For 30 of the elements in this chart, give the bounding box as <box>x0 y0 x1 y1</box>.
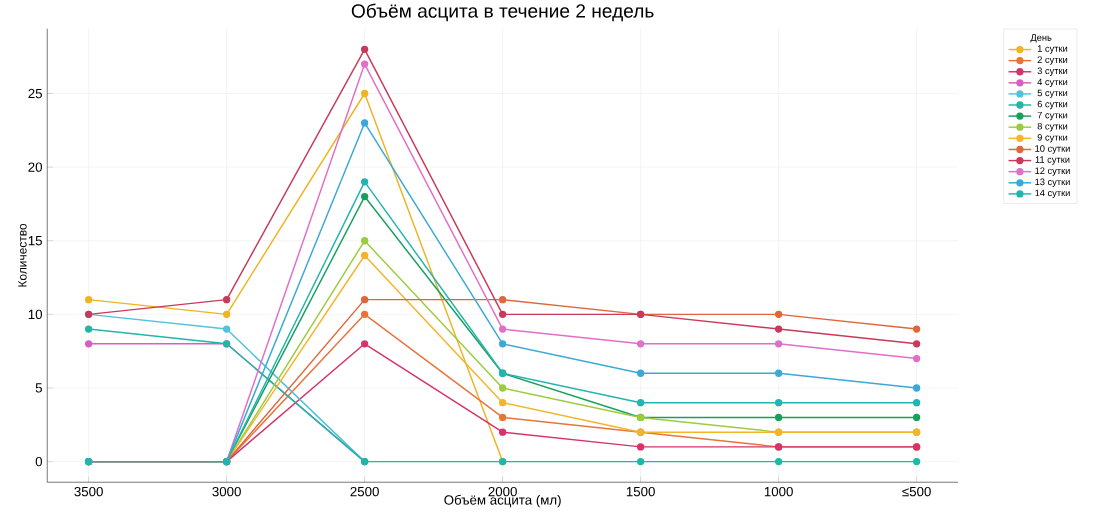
y-tick-label: 15 <box>28 236 42 246</box>
y-tick-label: 10 <box>28 309 43 320</box>
legend-label: 2 сутки <box>1037 56 1068 65</box>
legend-label: 10 сутки <box>1035 145 1070 154</box>
legend-label: 9 сутки <box>1037 134 1068 143</box>
legend-label: 5 сутки <box>1037 89 1068 99</box>
x-tick-label: 2500 <box>350 486 379 497</box>
y-tick-label: 20 <box>28 162 43 172</box>
x-tick-label: 3500 <box>74 486 103 497</box>
y-axis-title: Количество <box>18 223 27 287</box>
y-tick-label: 5 <box>35 383 42 393</box>
legend-label: 13 сутки <box>1035 178 1070 187</box>
legend-label: 11 сутки <box>1035 156 1070 165</box>
x-tick-label: 1000 <box>764 486 793 497</box>
legend-label: 4 сутки <box>1037 78 1068 88</box>
x-tick-label: 1500 <box>626 486 655 497</box>
y-tick-label: 25 <box>28 88 42 99</box>
legend-label: 7 сутки <box>1037 111 1068 121</box>
x-tick-label: 2000 <box>488 486 517 497</box>
legend-label: 6 сутки <box>1037 100 1068 110</box>
x-tick-label: ≤500 <box>902 486 931 497</box>
legend-label: 1 сутки <box>1037 45 1068 54</box>
x-tick-label: 3000 <box>212 486 241 497</box>
legend-label: 12 сутки <box>1035 167 1070 176</box>
legend-label: 3 сутки <box>1037 67 1068 76</box>
legend-label: 14 сутки <box>1035 189 1070 199</box>
legend-title: День <box>1030 34 1052 43</box>
chart-title: Объём асцита в течение 2 недель <box>351 3 654 22</box>
legend-label: 8 сутки <box>1037 122 1068 132</box>
y-tick-label: 0 <box>35 456 43 467</box>
